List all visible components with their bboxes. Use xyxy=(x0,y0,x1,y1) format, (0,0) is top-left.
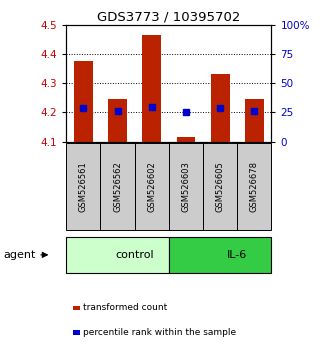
Bar xyxy=(100,143,135,230)
Text: GSM526602: GSM526602 xyxy=(147,161,156,212)
Text: GSM526562: GSM526562 xyxy=(113,161,122,212)
Bar xyxy=(245,99,264,142)
Bar xyxy=(203,143,237,230)
Bar xyxy=(66,143,100,230)
Bar xyxy=(169,143,203,230)
Text: agent: agent xyxy=(3,250,36,260)
Text: GSM526605: GSM526605 xyxy=(215,161,225,212)
Text: percentile rank within the sample: percentile rank within the sample xyxy=(83,328,236,337)
Text: GSM526603: GSM526603 xyxy=(181,161,190,212)
Title: GDS3773 / 10395702: GDS3773 / 10395702 xyxy=(97,11,241,24)
Bar xyxy=(176,137,195,142)
Bar xyxy=(211,74,229,142)
Bar xyxy=(108,99,127,142)
Text: control: control xyxy=(115,250,154,260)
Text: transformed count: transformed count xyxy=(83,303,167,313)
Bar xyxy=(237,143,271,230)
Bar xyxy=(142,35,161,142)
Bar xyxy=(66,237,169,273)
Text: GSM526678: GSM526678 xyxy=(250,161,259,212)
Text: GSM526561: GSM526561 xyxy=(79,161,88,212)
Bar xyxy=(169,237,271,273)
Bar xyxy=(135,143,169,230)
Bar xyxy=(74,61,93,142)
Text: IL-6: IL-6 xyxy=(227,250,247,260)
